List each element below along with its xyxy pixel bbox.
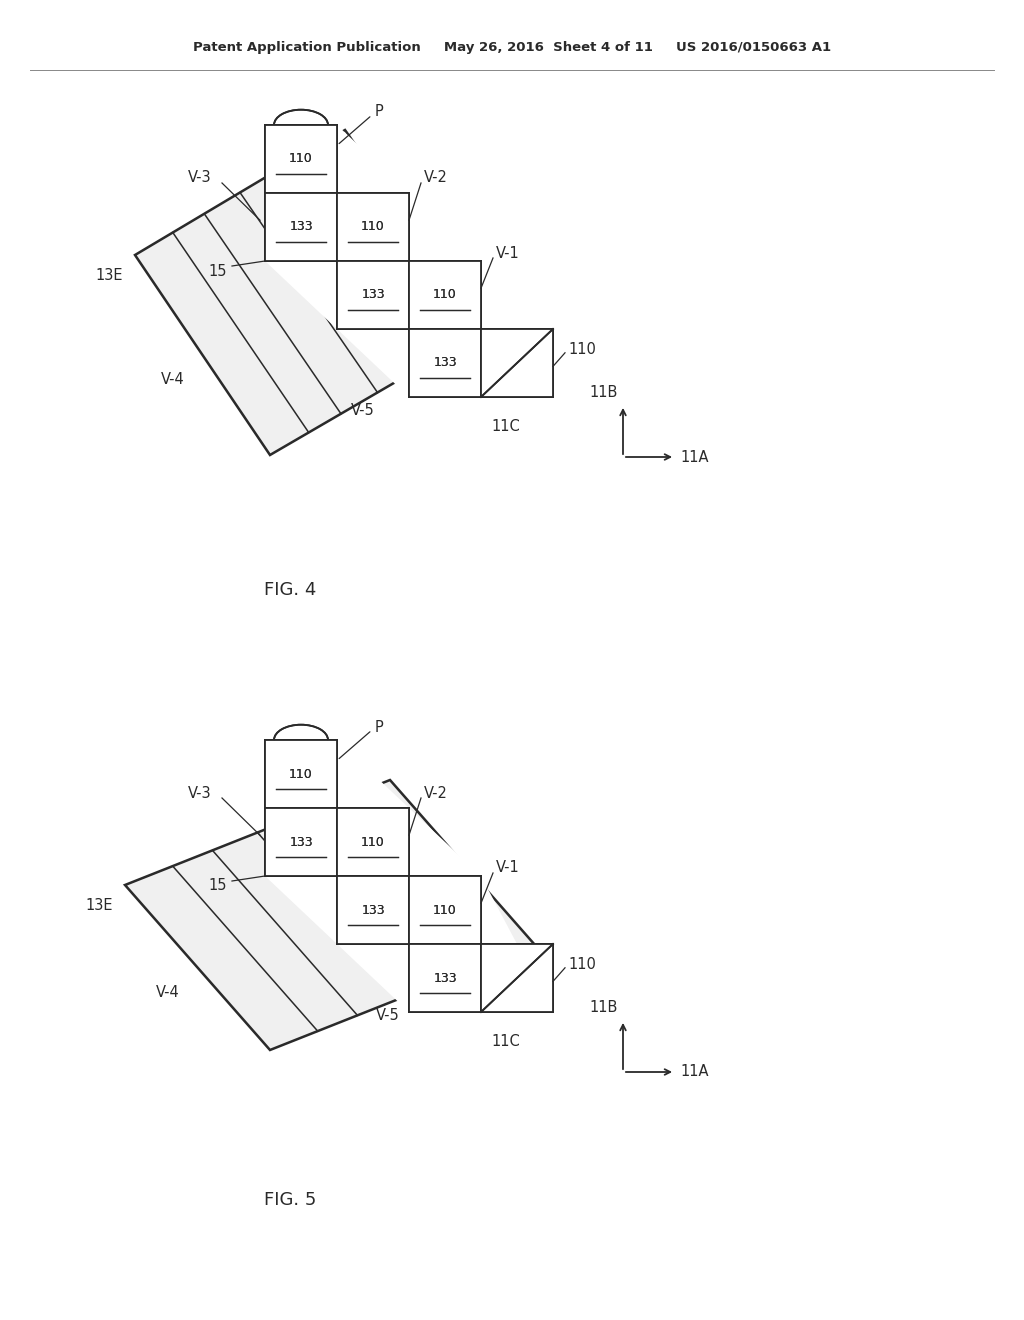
Bar bbox=[409, 261, 481, 329]
Text: 133: 133 bbox=[433, 356, 457, 370]
Bar bbox=[337, 261, 409, 329]
Text: V-5: V-5 bbox=[350, 403, 375, 418]
Bar bbox=[409, 329, 481, 397]
Bar bbox=[265, 125, 337, 193]
Bar bbox=[481, 944, 553, 1012]
Polygon shape bbox=[135, 129, 485, 455]
Text: V-4: V-4 bbox=[156, 985, 179, 1001]
Bar bbox=[337, 261, 409, 329]
Text: 11B: 11B bbox=[590, 1001, 618, 1015]
Text: 133: 133 bbox=[433, 356, 457, 370]
Text: 110: 110 bbox=[568, 957, 596, 972]
Text: V-1: V-1 bbox=[496, 246, 520, 260]
Bar bbox=[337, 808, 409, 876]
Bar bbox=[337, 193, 409, 261]
Polygon shape bbox=[125, 780, 535, 1049]
Text: 15: 15 bbox=[209, 264, 227, 279]
Text: 110: 110 bbox=[361, 220, 385, 234]
Bar bbox=[337, 876, 409, 944]
Bar bbox=[265, 741, 337, 808]
Text: 133: 133 bbox=[433, 972, 457, 985]
Bar bbox=[265, 808, 337, 876]
Text: V-2: V-2 bbox=[424, 170, 447, 186]
Text: FIG. 4: FIG. 4 bbox=[264, 581, 316, 599]
Text: 133: 133 bbox=[289, 220, 312, 234]
Text: 133: 133 bbox=[289, 220, 312, 234]
Text: V-4: V-4 bbox=[161, 372, 184, 388]
Text: 110: 110 bbox=[433, 289, 457, 301]
Text: 133: 133 bbox=[361, 289, 385, 301]
Bar bbox=[337, 808, 409, 876]
Bar bbox=[409, 261, 481, 329]
Bar bbox=[481, 329, 553, 397]
Text: V-3: V-3 bbox=[188, 170, 212, 186]
Polygon shape bbox=[265, 125, 553, 397]
Bar bbox=[409, 944, 481, 1012]
Text: 133: 133 bbox=[433, 972, 457, 985]
Text: 133: 133 bbox=[361, 903, 385, 916]
Text: 110: 110 bbox=[568, 342, 596, 356]
Text: V-2: V-2 bbox=[424, 785, 447, 800]
Bar bbox=[409, 944, 481, 1012]
Text: 13E: 13E bbox=[85, 898, 113, 912]
Text: FIG. 5: FIG. 5 bbox=[264, 1191, 316, 1209]
Text: 11A: 11A bbox=[680, 1064, 709, 1080]
Text: 110: 110 bbox=[361, 836, 385, 849]
Text: 110: 110 bbox=[361, 836, 385, 849]
Text: 110: 110 bbox=[433, 903, 457, 916]
Bar bbox=[265, 808, 337, 876]
Bar bbox=[409, 329, 481, 397]
Text: V-5: V-5 bbox=[376, 1008, 399, 1023]
Polygon shape bbox=[265, 741, 553, 1012]
Text: 110: 110 bbox=[289, 767, 313, 780]
Text: 11C: 11C bbox=[490, 1034, 520, 1049]
Text: V-1: V-1 bbox=[496, 861, 520, 875]
Bar bbox=[337, 193, 409, 261]
Bar bbox=[265, 193, 337, 261]
Text: 110: 110 bbox=[289, 767, 313, 780]
Bar bbox=[409, 876, 481, 944]
Text: 11B: 11B bbox=[590, 385, 618, 400]
Text: P: P bbox=[375, 104, 384, 120]
Text: 133: 133 bbox=[289, 836, 312, 849]
Bar bbox=[265, 741, 337, 808]
Text: 133: 133 bbox=[361, 289, 385, 301]
Bar bbox=[265, 125, 337, 193]
Text: 110: 110 bbox=[433, 903, 457, 916]
Text: 11A: 11A bbox=[680, 450, 709, 465]
Bar bbox=[481, 329, 553, 397]
Text: 110: 110 bbox=[289, 153, 313, 165]
Text: 110: 110 bbox=[361, 220, 385, 234]
Text: V-3: V-3 bbox=[188, 785, 212, 800]
Text: 133: 133 bbox=[361, 903, 385, 916]
Text: 133: 133 bbox=[289, 836, 312, 849]
Text: 110: 110 bbox=[289, 153, 313, 165]
Text: 15: 15 bbox=[209, 879, 227, 894]
Text: P: P bbox=[375, 719, 384, 734]
Text: 110: 110 bbox=[433, 289, 457, 301]
Text: 13E: 13E bbox=[95, 268, 123, 282]
Bar bbox=[409, 876, 481, 944]
Bar bbox=[337, 876, 409, 944]
Text: Patent Application Publication     May 26, 2016  Sheet 4 of 11     US 2016/01506: Patent Application Publication May 26, 2… bbox=[193, 41, 831, 54]
Bar bbox=[481, 944, 553, 1012]
Bar bbox=[265, 193, 337, 261]
Text: 11C: 11C bbox=[490, 418, 520, 434]
